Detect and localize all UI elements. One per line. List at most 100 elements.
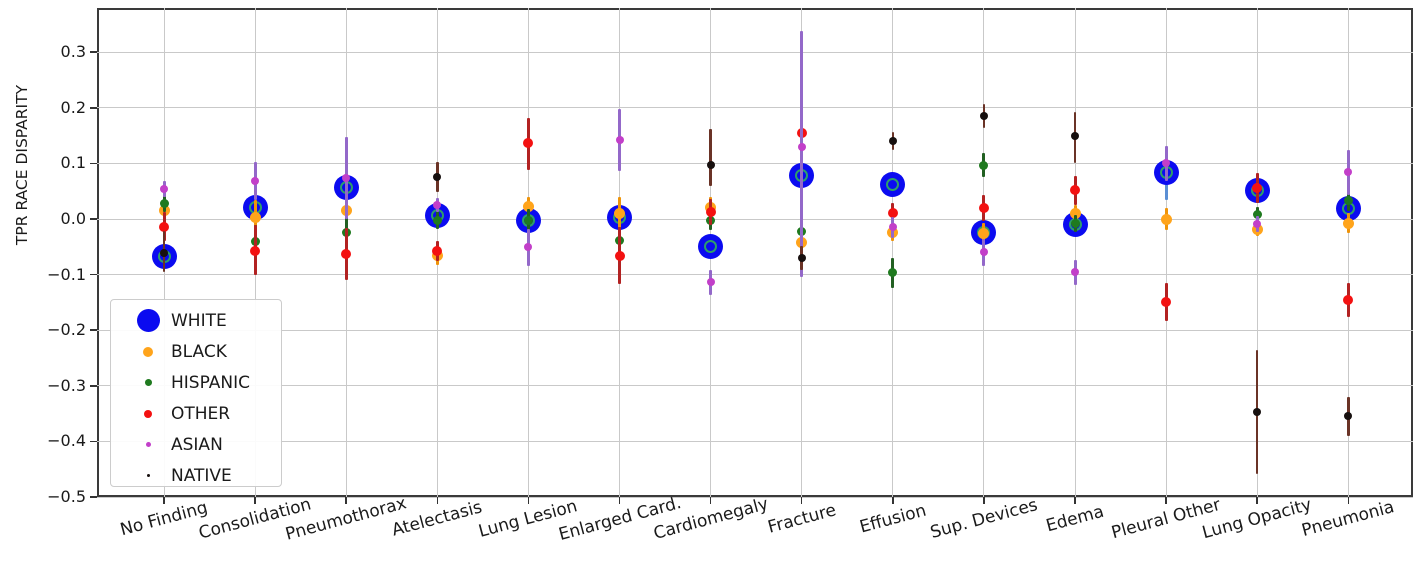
x-tickmark — [527, 497, 530, 504]
point-other-consolidation — [250, 245, 261, 256]
legend-row-white: WHITE — [111, 305, 281, 336]
legend-marker-cell — [125, 309, 171, 332]
point-other-cardiomegaly — [705, 206, 716, 217]
y-tickmark — [90, 329, 97, 331]
point-other-pneumonia — [1343, 295, 1354, 306]
legend-label-native: NATIVE — [171, 465, 232, 486]
point-hispanic-sup-devices — [979, 160, 989, 170]
v-gridline — [1165, 8, 1167, 497]
legend-marker-hispanic — [144, 379, 152, 386]
legend-marker-cell — [125, 346, 171, 357]
y-tick-label: 0.1 — [60, 153, 86, 173]
y-tickmark — [90, 162, 97, 165]
y-tickmark — [90, 440, 97, 443]
y-tickmark — [90, 496, 97, 498]
legend-row-black: BLACK — [111, 336, 281, 367]
point-other-lung-lesion — [523, 138, 534, 149]
x-tickmark — [436, 497, 439, 504]
y-tickmark — [90, 385, 97, 387]
point-asian-cardiomegaly — [706, 278, 715, 287]
point-asian-lung-opacity — [1253, 220, 1262, 228]
legend-row-other: OTHER — [111, 398, 281, 429]
legend-marker-asian — [145, 442, 151, 447]
point-hispanic-lung-opacity — [1252, 210, 1262, 220]
point-black-sup-devices — [978, 227, 990, 239]
v-gridline — [1256, 8, 1258, 497]
point-native-edema — [1071, 132, 1079, 141]
point-hispanic-effusion — [888, 268, 898, 278]
x-tick-label-no-finding: No Finding — [118, 497, 210, 541]
point-asian-sup-devices — [979, 248, 988, 257]
x-tick-label-edema: Edema — [1043, 501, 1107, 537]
point-native-sup-devices — [979, 112, 988, 121]
point-asian-lung-lesion — [524, 243, 533, 252]
errorbar-center-marker — [704, 240, 718, 254]
point-other-sup-devices — [978, 202, 989, 213]
point-other-pleural-other — [1161, 297, 1172, 308]
legend-marker-cell — [125, 442, 171, 447]
legend-marker-cell — [125, 474, 171, 477]
x-tickmark — [800, 497, 803, 504]
point-native-cardiomegaly — [706, 160, 715, 169]
y-tick-label: −0.4 — [47, 431, 86, 451]
point-native-lung-opacity — [1253, 407, 1262, 416]
point-asian-no-finding — [160, 184, 168, 193]
x-tickmark — [345, 497, 347, 504]
legend-row-asian: ASIAN — [111, 429, 281, 460]
h-gridline — [97, 51, 1413, 53]
point-native-fracture — [797, 253, 806, 262]
point-white-effusion — [880, 172, 906, 198]
point-hispanic-lung-lesion — [523, 215, 533, 225]
x-tickmark — [892, 497, 894, 504]
y-tick-label: −0.5 — [47, 487, 86, 506]
point-asian-consolidation — [251, 176, 260, 185]
y-tick-label: 0.3 — [60, 42, 86, 62]
x-tickmark — [983, 497, 985, 504]
legend-marker-cell — [125, 409, 171, 418]
legend-label-hispanic: HISPANIC — [171, 372, 250, 393]
x-tickmark — [1256, 497, 1258, 504]
errorbar-asian-fracture — [800, 31, 804, 277]
point-black-lung-lesion — [522, 201, 534, 213]
point-hispanic-edema — [1070, 218, 1080, 228]
h-gridline — [97, 440, 1413, 442]
h-gridline — [97, 107, 1413, 109]
point-asian-edema — [1071, 268, 1079, 277]
x-tick-label-fracture: Fracture — [765, 500, 838, 538]
legend-marker-native — [146, 474, 150, 477]
legend-label-black: BLACK — [171, 341, 227, 362]
legend-marker-other — [144, 409, 152, 418]
point-asian-enlarged-card — [615, 136, 624, 145]
v-gridline — [1347, 8, 1349, 497]
legend: WHITE BLACK HISPANIC OTHER ASIAN NATIVE — [110, 299, 282, 487]
x-tickmark — [709, 497, 712, 504]
legend-marker-white — [136, 309, 160, 332]
errorbar-center-marker — [886, 178, 900, 192]
point-hispanic-no-finding — [159, 199, 169, 209]
h-gridline — [97, 385, 1413, 387]
legend-label-other: OTHER — [171, 403, 231, 424]
point-black-consolidation — [249, 211, 261, 223]
h-gridline — [97, 162, 1413, 164]
point-hispanic-atelectasis — [432, 215, 442, 225]
point-native-pneumonia — [1344, 412, 1353, 421]
y-tickmark — [90, 107, 97, 109]
legend-marker-cell — [125, 379, 171, 386]
point-other-no-finding — [159, 221, 169, 232]
point-black-pleural-other — [1160, 213, 1172, 225]
point-other-atelectasis — [432, 245, 443, 256]
x-tickmark — [1074, 497, 1076, 504]
point-asian-pneumonia — [1344, 168, 1353, 177]
legend-label-white: WHITE — [171, 310, 227, 331]
point-black-pneumonia — [1342, 217, 1354, 229]
h-gridline — [97, 496, 1413, 498]
point-other-edema — [1070, 185, 1080, 196]
point-native-no-finding — [160, 249, 168, 258]
point-other-effusion — [887, 208, 898, 219]
point-black-enlarged-card — [614, 207, 625, 219]
x-tickmark — [254, 497, 256, 504]
x-tick-label-effusion: Effusion — [857, 500, 929, 538]
x-tickmark — [1347, 497, 1350, 504]
h-gridline — [97, 218, 1413, 220]
